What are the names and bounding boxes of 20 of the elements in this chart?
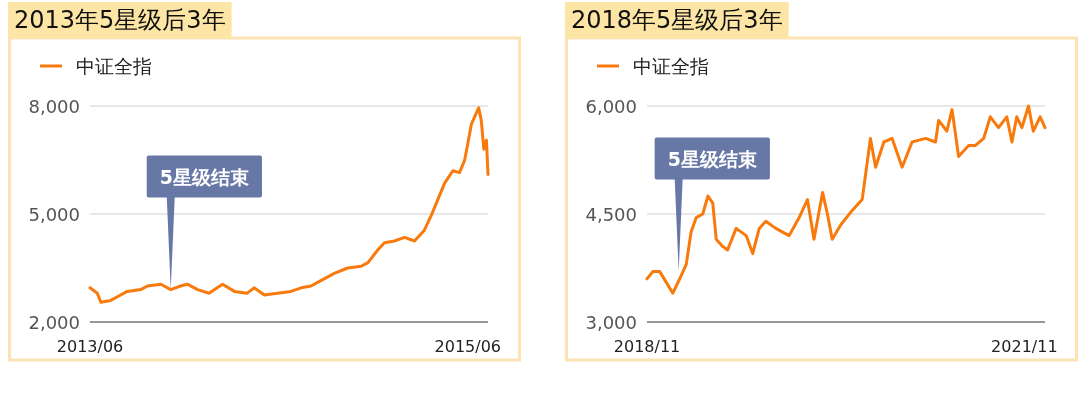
- callout: 5星级结束: [146, 155, 262, 290]
- callout: 5星级结束: [654, 137, 770, 272]
- y-tick-label: 5,000: [28, 204, 80, 225]
- annotation: 5星级结束: [159, 165, 249, 188]
- legend-label: 中证全指: [633, 55, 709, 77]
- x-tick-label: 2013/06: [56, 337, 124, 356]
- annotation: 5星级结束: [667, 147, 757, 170]
- x-tick-label: 2015/06: [434, 337, 502, 356]
- y-tick-label: 2,000: [28, 312, 80, 333]
- chart-title: 2018年5星级后3年: [571, 6, 783, 34]
- legend-label: 中证全指: [76, 55, 152, 77]
- y-tick-label: 8,000: [28, 96, 80, 117]
- y-tick-label: 4,500: [585, 204, 637, 225]
- x-tick-label: 2021/11: [991, 337, 1058, 356]
- y-tick-label: 6,000: [585, 96, 637, 117]
- line-series: [645, 104, 1047, 295]
- line-series: [88, 106, 490, 304]
- x-tick-label: 2018/11: [613, 337, 681, 356]
- y-tick-label: 3,000: [585, 312, 637, 333]
- chart-title: 2013年5星级后3年: [14, 6, 226, 34]
